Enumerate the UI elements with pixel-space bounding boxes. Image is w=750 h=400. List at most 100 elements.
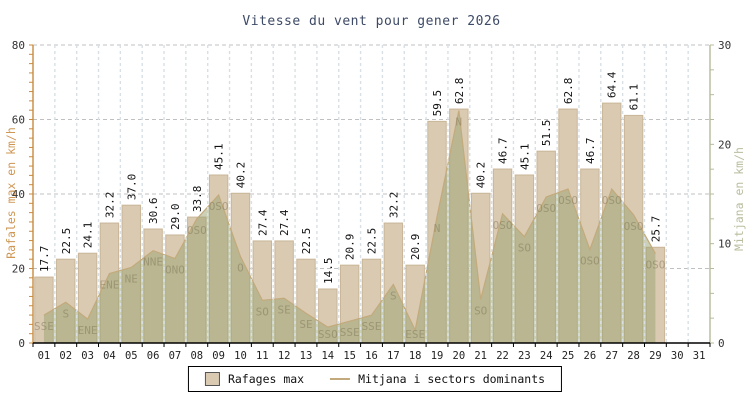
value-label-14: 14.5 bbox=[322, 257, 335, 284]
direction-label-20: N bbox=[456, 116, 463, 129]
direction-label-02: S bbox=[62, 307, 69, 320]
x-axis-label-02: 02 bbox=[59, 350, 72, 362]
x-axis-label-24: 24 bbox=[540, 350, 553, 362]
x-axis-label-20: 20 bbox=[453, 350, 466, 362]
x-axis-label-15: 15 bbox=[343, 350, 356, 362]
x-axis-label-08: 08 bbox=[190, 350, 203, 362]
x-axis-label-12: 12 bbox=[278, 350, 291, 362]
direction-label-18: ESE bbox=[405, 328, 425, 341]
chart-title: Vitesse du vent pour gener 2026 bbox=[242, 14, 501, 29]
value-label-21: 40.2 bbox=[475, 162, 488, 189]
bar-swatch-icon bbox=[204, 372, 220, 386]
x-axis-label-21: 21 bbox=[474, 350, 487, 362]
value-label-27: 64.4 bbox=[606, 71, 619, 98]
value-label-11: 27.4 bbox=[256, 209, 269, 236]
direction-label-04: ENE bbox=[99, 278, 119, 291]
x-axis-label-28: 28 bbox=[627, 350, 640, 362]
x-axis-label-06: 06 bbox=[147, 350, 160, 362]
right-axis-label-0: 0 bbox=[718, 337, 725, 350]
value-label-12: 27.4 bbox=[278, 209, 291, 236]
direction-label-13: SE bbox=[299, 318, 312, 331]
x-axis-label-17: 17 bbox=[387, 350, 400, 362]
direction-label-21: SO bbox=[474, 304, 487, 317]
mean-wind-line bbox=[43, 110, 656, 332]
value-label-20: 62.8 bbox=[453, 78, 466, 105]
direction-label-14: SSO bbox=[318, 328, 338, 341]
value-label-26: 46.7 bbox=[584, 138, 597, 165]
direction-label-08: OSO bbox=[187, 224, 207, 237]
left-axis-label-80: 80 bbox=[12, 39, 25, 52]
value-label-01: 17.7 bbox=[38, 246, 51, 273]
left-axis-label-60: 60 bbox=[12, 114, 25, 127]
x-axis-label-01: 01 bbox=[38, 350, 51, 362]
value-label-08: 33.8 bbox=[191, 186, 204, 213]
x-axis-label-03: 03 bbox=[81, 350, 94, 362]
x-axis-label-29: 29 bbox=[649, 350, 662, 362]
direction-label-17: S bbox=[390, 289, 397, 302]
value-label-23: 45.1 bbox=[518, 144, 531, 171]
direction-label-05: NE bbox=[125, 273, 138, 286]
value-label-25: 62.8 bbox=[562, 78, 575, 105]
legend-item-mitjana: Mitjana i sectors dominants bbox=[330, 372, 545, 386]
direction-label-11: SO bbox=[256, 305, 269, 318]
value-label-05: 37.0 bbox=[125, 174, 138, 201]
value-label-02: 22.5 bbox=[60, 228, 73, 255]
value-label-24: 51.5 bbox=[540, 120, 553, 147]
direction-label-07: ONO bbox=[165, 264, 185, 277]
mean-wind-area bbox=[43, 110, 656, 343]
value-label-03: 24.1 bbox=[82, 222, 95, 249]
direction-label-16: SSE bbox=[362, 320, 382, 333]
direction-label-01: SSE bbox=[34, 320, 54, 333]
x-axis-label-16: 16 bbox=[365, 350, 378, 362]
x-axis-label-25: 25 bbox=[562, 350, 575, 362]
legend-item-rafages: Rafages max bbox=[204, 372, 305, 386]
value-label-19: 59.5 bbox=[431, 90, 444, 117]
direction-label-10: O bbox=[237, 262, 244, 275]
right-axis-label-20: 20 bbox=[718, 138, 731, 151]
x-axis-label-13: 13 bbox=[300, 350, 313, 362]
x-axis-label-09: 09 bbox=[212, 350, 225, 362]
x-axis-label-31: 31 bbox=[693, 350, 706, 362]
value-label-13: 22.5 bbox=[300, 228, 313, 255]
value-label-28: 61.1 bbox=[628, 84, 641, 111]
direction-label-27: OSO bbox=[602, 194, 622, 207]
direction-label-28: OSO bbox=[624, 220, 644, 233]
value-label-07: 29.0 bbox=[169, 203, 182, 230]
x-axis-label-18: 18 bbox=[409, 350, 422, 362]
x-axis-label-04: 04 bbox=[103, 350, 116, 362]
x-axis-label-05: 05 bbox=[125, 350, 138, 362]
x-axis-label-19: 19 bbox=[431, 350, 444, 362]
direction-label-26: OSO bbox=[580, 255, 600, 268]
value-label-22: 46.7 bbox=[497, 138, 510, 164]
legend: Rafages max Mitjana i sectors dominants bbox=[187, 366, 563, 392]
right-axis-label-10: 10 bbox=[718, 238, 731, 251]
direction-label-25: OSO bbox=[558, 194, 578, 207]
x-axis-label-14: 14 bbox=[321, 350, 334, 362]
x-axis-label-11: 11 bbox=[256, 350, 269, 362]
right-axis-label-30: 30 bbox=[718, 39, 731, 52]
x-axis-label-07: 07 bbox=[169, 350, 182, 362]
direction-label-09: OSO bbox=[209, 200, 229, 213]
value-label-09: 45.1 bbox=[213, 144, 226, 171]
value-label-29: 25.7 bbox=[649, 216, 662, 243]
legend-label-mitjana: Mitjana i sectors dominants bbox=[358, 372, 546, 386]
x-axis-label-30: 30 bbox=[671, 350, 684, 362]
direction-label-24: OSO bbox=[536, 202, 556, 215]
value-label-06: 30.6 bbox=[147, 198, 160, 225]
direction-label-12: SE bbox=[278, 303, 291, 316]
direction-label-06: NNE bbox=[143, 256, 163, 269]
value-label-15: 20.9 bbox=[344, 234, 357, 261]
value-label-16: 22.5 bbox=[366, 228, 379, 255]
direction-label-03: ENE bbox=[78, 324, 98, 337]
direction-label-19: N bbox=[434, 222, 441, 235]
legend-label-rafages: Rafages max bbox=[227, 372, 305, 386]
x-axis-label-10: 10 bbox=[234, 350, 247, 362]
value-label-17: 32.2 bbox=[387, 192, 400, 219]
line-swatch-icon bbox=[330, 378, 351, 380]
left-axis-label-40: 40 bbox=[12, 188, 25, 201]
value-label-04: 32.2 bbox=[103, 192, 116, 219]
value-label-18: 20.9 bbox=[409, 234, 422, 261]
x-axis-label-23: 23 bbox=[518, 350, 531, 362]
